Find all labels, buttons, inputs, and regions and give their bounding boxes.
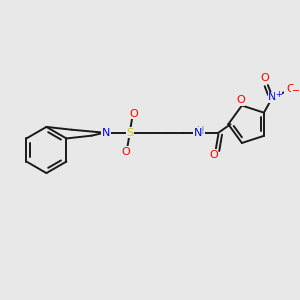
Text: O: O bbox=[129, 109, 138, 119]
Text: O: O bbox=[260, 73, 269, 83]
Text: S: S bbox=[126, 128, 133, 138]
Text: +: + bbox=[275, 90, 282, 99]
Text: H: H bbox=[197, 126, 204, 136]
Text: N: N bbox=[194, 128, 202, 138]
Text: O: O bbox=[236, 95, 245, 105]
Text: O: O bbox=[122, 146, 130, 157]
Text: N: N bbox=[268, 92, 277, 102]
Text: O: O bbox=[286, 84, 295, 94]
Text: O: O bbox=[209, 150, 218, 160]
Text: N: N bbox=[102, 128, 110, 138]
Text: −: − bbox=[292, 86, 300, 96]
